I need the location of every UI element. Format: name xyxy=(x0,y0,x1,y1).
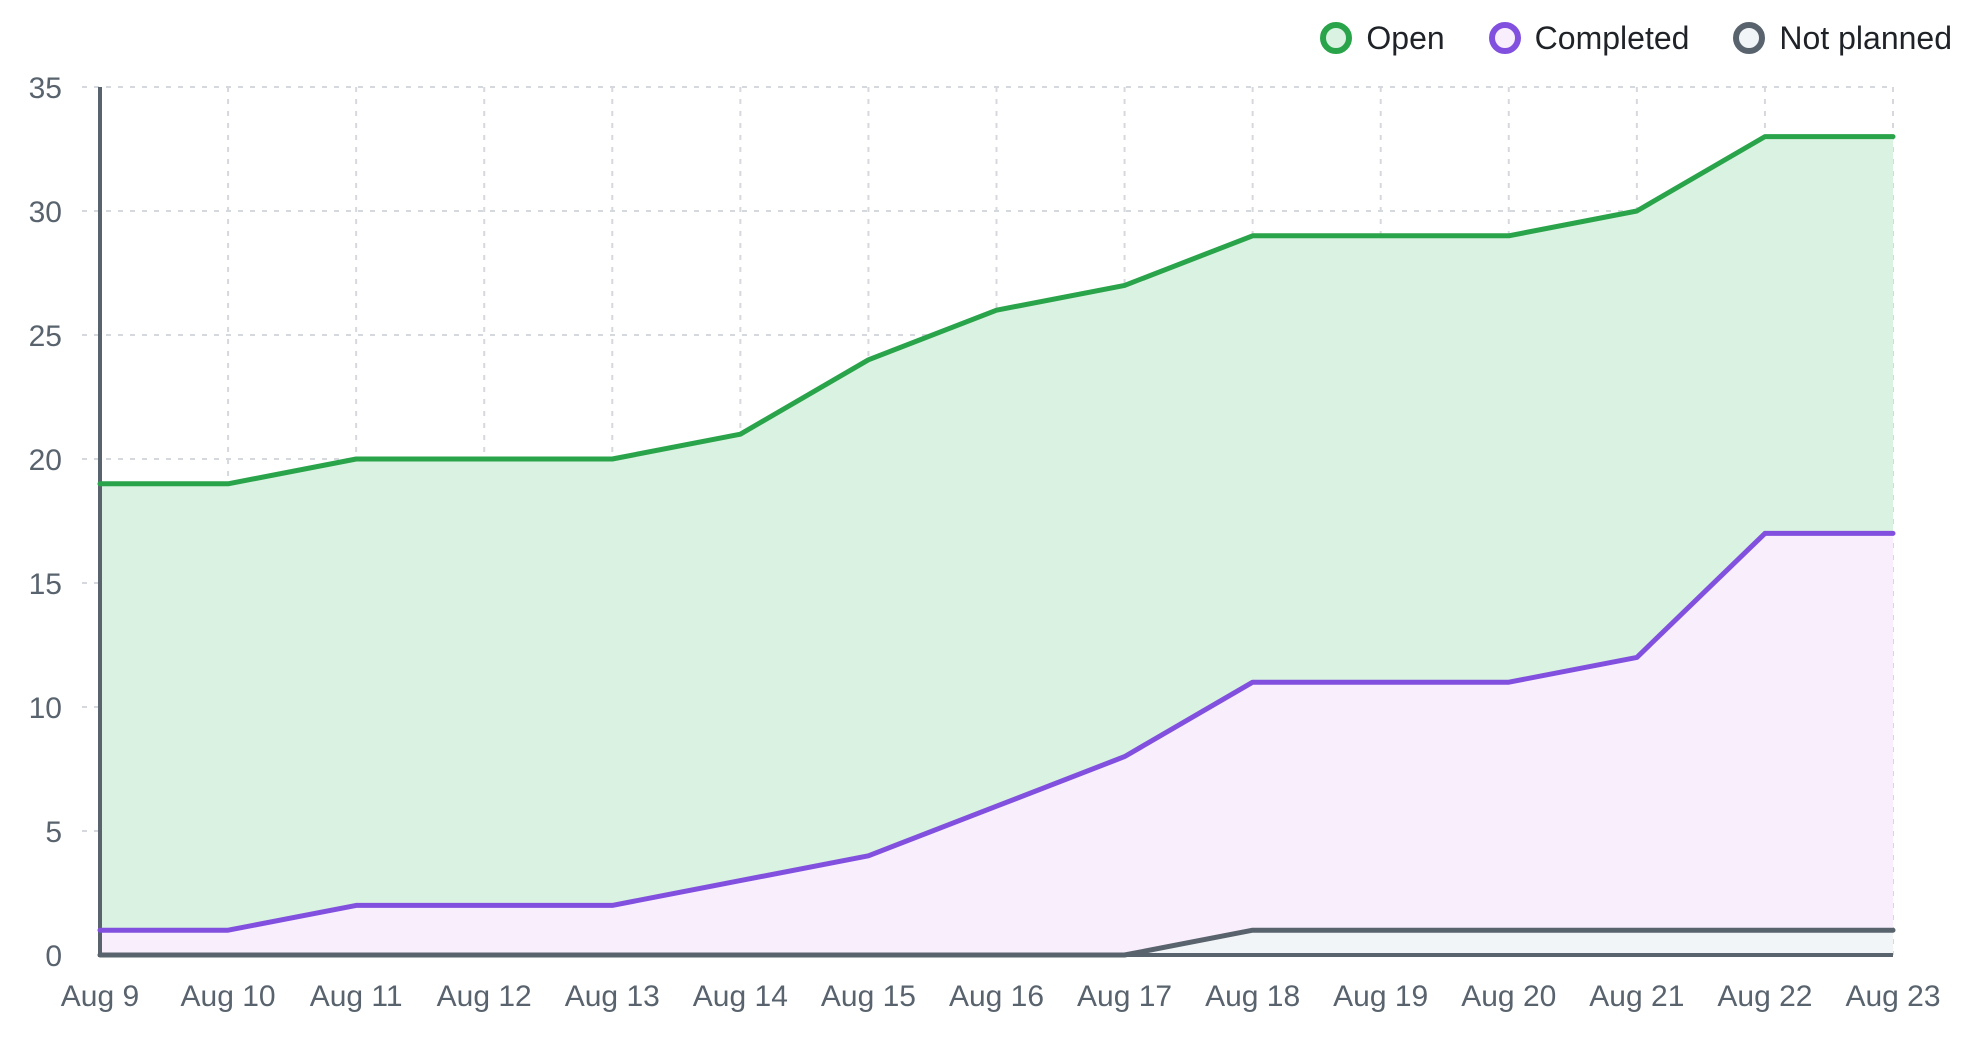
x-tick-label: Aug 14 xyxy=(693,980,788,1013)
y-tick-label: 35 xyxy=(29,72,62,105)
y-tick-label: 0 xyxy=(45,940,62,973)
not-planned-legend-marker-icon xyxy=(1733,22,1766,54)
completed-legend-marker-icon xyxy=(1488,22,1521,54)
legend-label: Not planned xyxy=(1779,20,1952,56)
legend-item-open[interactable]: Open xyxy=(1320,20,1445,56)
y-tick-label: 30 xyxy=(29,196,62,229)
y-tick-label: 15 xyxy=(29,568,62,601)
x-tick-label: Aug 11 xyxy=(310,980,403,1013)
y-tick-label: 25 xyxy=(29,320,62,353)
y-tick-label: 5 xyxy=(45,816,62,849)
legend-item-not-planned[interactable]: Not planned xyxy=(1733,22,1952,54)
legend-item-completed[interactable]: Completed xyxy=(1488,20,1690,56)
x-tick-label: Aug 10 xyxy=(181,980,276,1013)
open-line xyxy=(97,134,1896,487)
not-planned-line xyxy=(97,927,1896,958)
x-tick-label: Aug 17 xyxy=(1077,980,1172,1013)
open-legend-marker-icon xyxy=(1320,22,1353,54)
legend-label: Open xyxy=(1366,20,1445,56)
x-tick-label: Aug 15 xyxy=(821,980,916,1013)
x-tick-label: Aug 22 xyxy=(1717,980,1812,1013)
y-tick-label: 10 xyxy=(29,692,62,725)
chart-legend: Open Completed Not planned xyxy=(1320,22,1952,54)
x-tick-label: Aug 23 xyxy=(1845,980,1940,1013)
x-tick-label: Aug 12 xyxy=(437,980,532,1013)
x-tick-label: Aug 16 xyxy=(949,980,1044,1013)
legend-label: Completed xyxy=(1534,20,1690,56)
y-tick-label: 20 xyxy=(29,444,62,477)
x-tick-label: Aug 20 xyxy=(1461,980,1556,1013)
x-tick-label: Aug 18 xyxy=(1205,980,1300,1013)
completed-line xyxy=(97,530,1896,933)
x-tick-label: Aug 21 xyxy=(1589,980,1684,1013)
x-tick-label: Aug 19 xyxy=(1333,980,1428,1013)
x-tick-label: Aug 9 xyxy=(61,980,139,1013)
completed-area xyxy=(100,533,1893,955)
x-tick-label: Aug 13 xyxy=(565,980,660,1013)
not-planned-area xyxy=(100,930,1893,955)
